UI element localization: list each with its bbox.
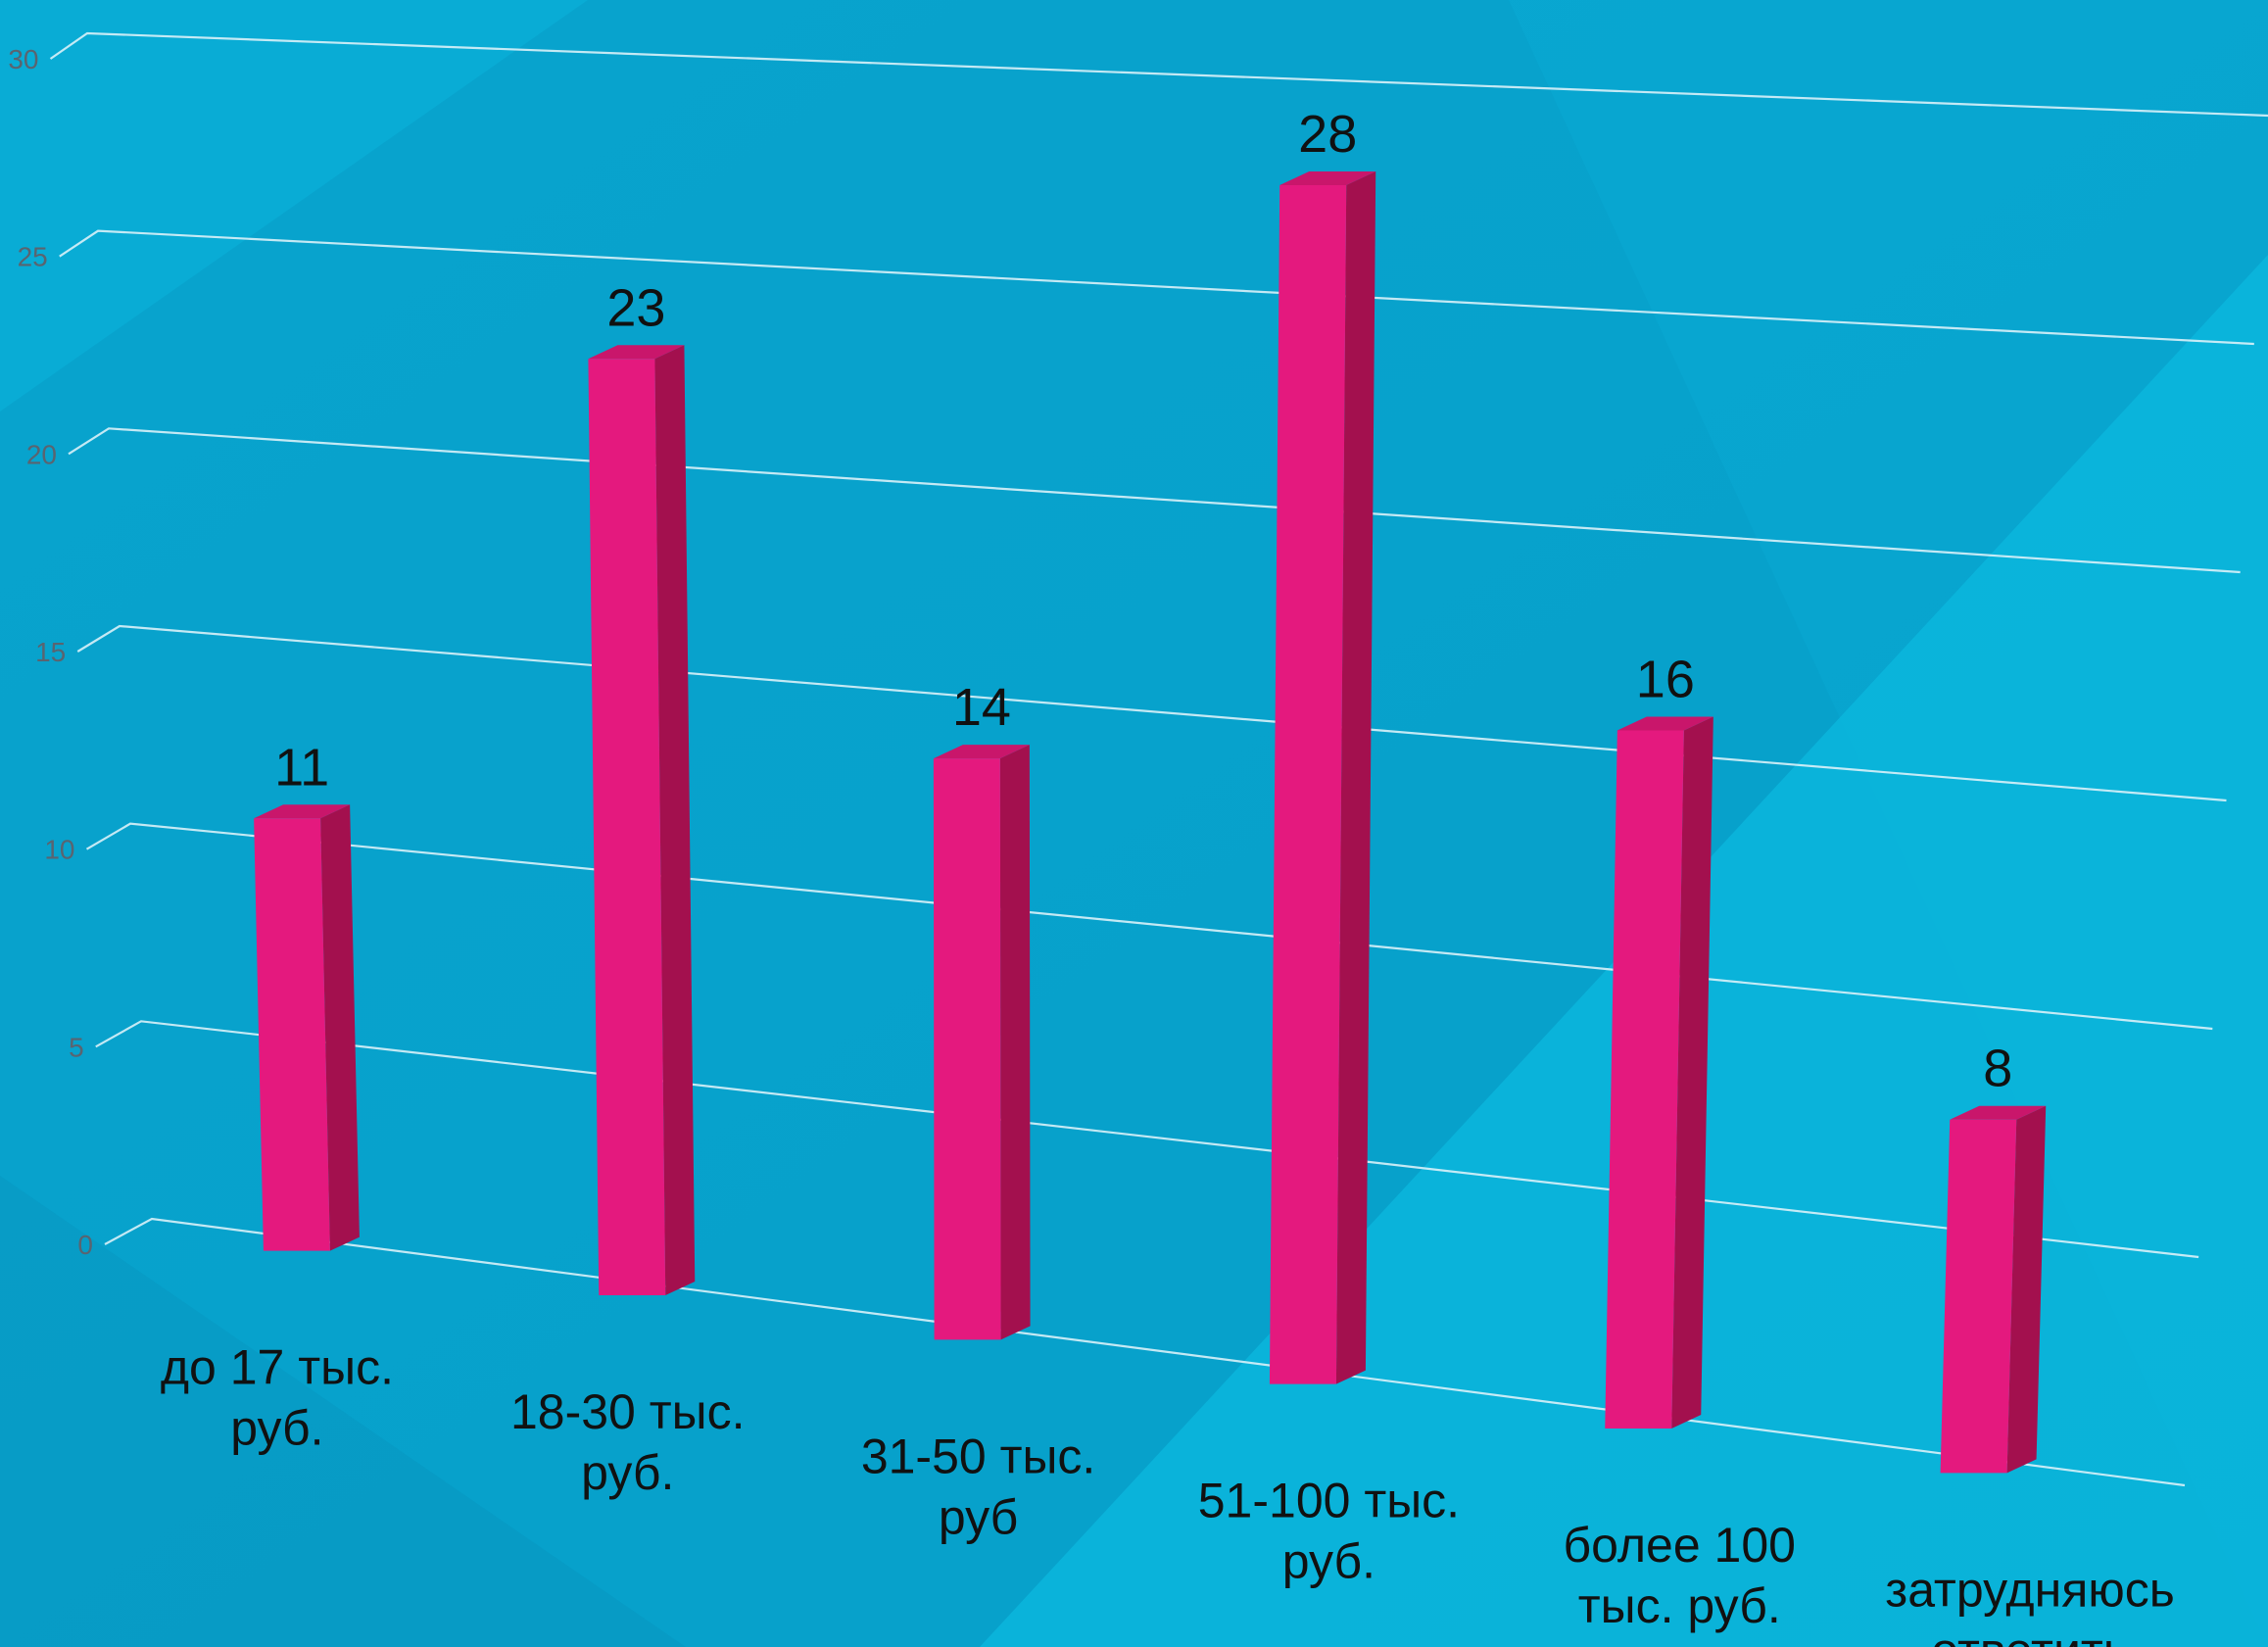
y-tick-label: 5 bbox=[69, 1032, 84, 1062]
category-label: 31-50 тыс. руб bbox=[861, 1429, 1096, 1544]
category-label: до 17 тыс. руб. bbox=[161, 1340, 394, 1456]
data-label: 16 bbox=[1636, 650, 1695, 708]
bar bbox=[1940, 1105, 2047, 1474]
bar-front bbox=[1605, 730, 1684, 1429]
bar-top bbox=[1617, 716, 1713, 731]
bar-front bbox=[1940, 1119, 2017, 1474]
y-axis-ticks: 0 5 10 15 20 25 30 bbox=[8, 44, 93, 1260]
category-label: 18-30 тыс. руб. bbox=[510, 1384, 746, 1500]
category-label-line: 51-100 тыс. bbox=[1198, 1474, 1460, 1528]
category-label-line: руб. bbox=[1282, 1534, 1375, 1589]
bar-side bbox=[1671, 716, 1713, 1429]
bar-top bbox=[1279, 170, 1376, 185]
category-label: более 100 тыс. руб. bbox=[1564, 1518, 1796, 1633]
y-tick-label: 20 bbox=[26, 439, 57, 469]
y-tick-label: 10 bbox=[44, 835, 74, 865]
category-label-line: ответить bbox=[1931, 1623, 2129, 1647]
category-label-line: тыс. руб. bbox=[1578, 1578, 1781, 1633]
gridline-10 bbox=[85, 822, 2213, 1031]
data-label: 23 bbox=[606, 278, 665, 337]
gridline-15 bbox=[76, 624, 2227, 802]
category-label-line: затрудняюсь bbox=[1885, 1562, 2175, 1617]
bar-front bbox=[933, 758, 1001, 1340]
category-label-line: до 17 тыс. bbox=[161, 1340, 394, 1395]
category-label: затрудняюсь ответить bbox=[1885, 1562, 2175, 1647]
gridline-25 bbox=[59, 229, 2254, 346]
data-label: 28 bbox=[1298, 105, 1357, 164]
bar-top bbox=[1950, 1105, 2047, 1120]
bar-side bbox=[320, 804, 360, 1251]
bar-side bbox=[2006, 1105, 2047, 1474]
y-tick-label: 15 bbox=[35, 637, 66, 667]
y-tick-label: 30 bbox=[8, 44, 38, 74]
category-label-line: руб. bbox=[581, 1445, 674, 1500]
bar bbox=[1269, 170, 1376, 1384]
category-label-line: более 100 bbox=[1564, 1518, 1796, 1573]
data-label: 14 bbox=[952, 678, 1011, 737]
y-tick-label: 0 bbox=[77, 1230, 93, 1260]
data-label: 11 bbox=[274, 738, 329, 797]
bar-front bbox=[1269, 184, 1347, 1384]
data-labels: 11 23 14 28 16 8 bbox=[274, 105, 2012, 1098]
bar-front bbox=[588, 359, 666, 1295]
gridline-5 bbox=[95, 1020, 2199, 1259]
category-label: 51-100 тыс. руб. bbox=[1198, 1474, 1460, 1589]
category-labels: до 17 тыс. руб. 18-30 тыс. руб. 31-50 тыс. ру… bbox=[161, 1340, 2175, 1647]
bar bbox=[933, 745, 1031, 1340]
bar-front bbox=[254, 818, 330, 1251]
bar-series bbox=[254, 170, 2047, 1474]
bar bbox=[1605, 716, 1713, 1429]
data-label: 8 bbox=[1983, 1040, 2012, 1098]
gridline-30 bbox=[49, 31, 2268, 118]
bar-side bbox=[654, 345, 696, 1295]
bar-top bbox=[933, 745, 1030, 759]
gridline-20 bbox=[68, 427, 2241, 574]
bar-side bbox=[999, 745, 1031, 1340]
category-label-line: 18-30 тыс. bbox=[510, 1384, 746, 1439]
bar bbox=[588, 345, 696, 1295]
gridline-0 bbox=[104, 1217, 2186, 1487]
y-tick-label: 25 bbox=[18, 242, 48, 272]
bar-top bbox=[588, 345, 685, 360]
category-label-line: руб bbox=[939, 1489, 1018, 1544]
bar bbox=[254, 804, 360, 1251]
bar-top bbox=[254, 804, 351, 819]
category-label-line: руб. bbox=[230, 1401, 323, 1456]
category-label-line: 31-50 тыс. bbox=[861, 1429, 1096, 1483]
grid-lines bbox=[49, 31, 2268, 1487]
bar-side bbox=[1335, 170, 1376, 1384]
